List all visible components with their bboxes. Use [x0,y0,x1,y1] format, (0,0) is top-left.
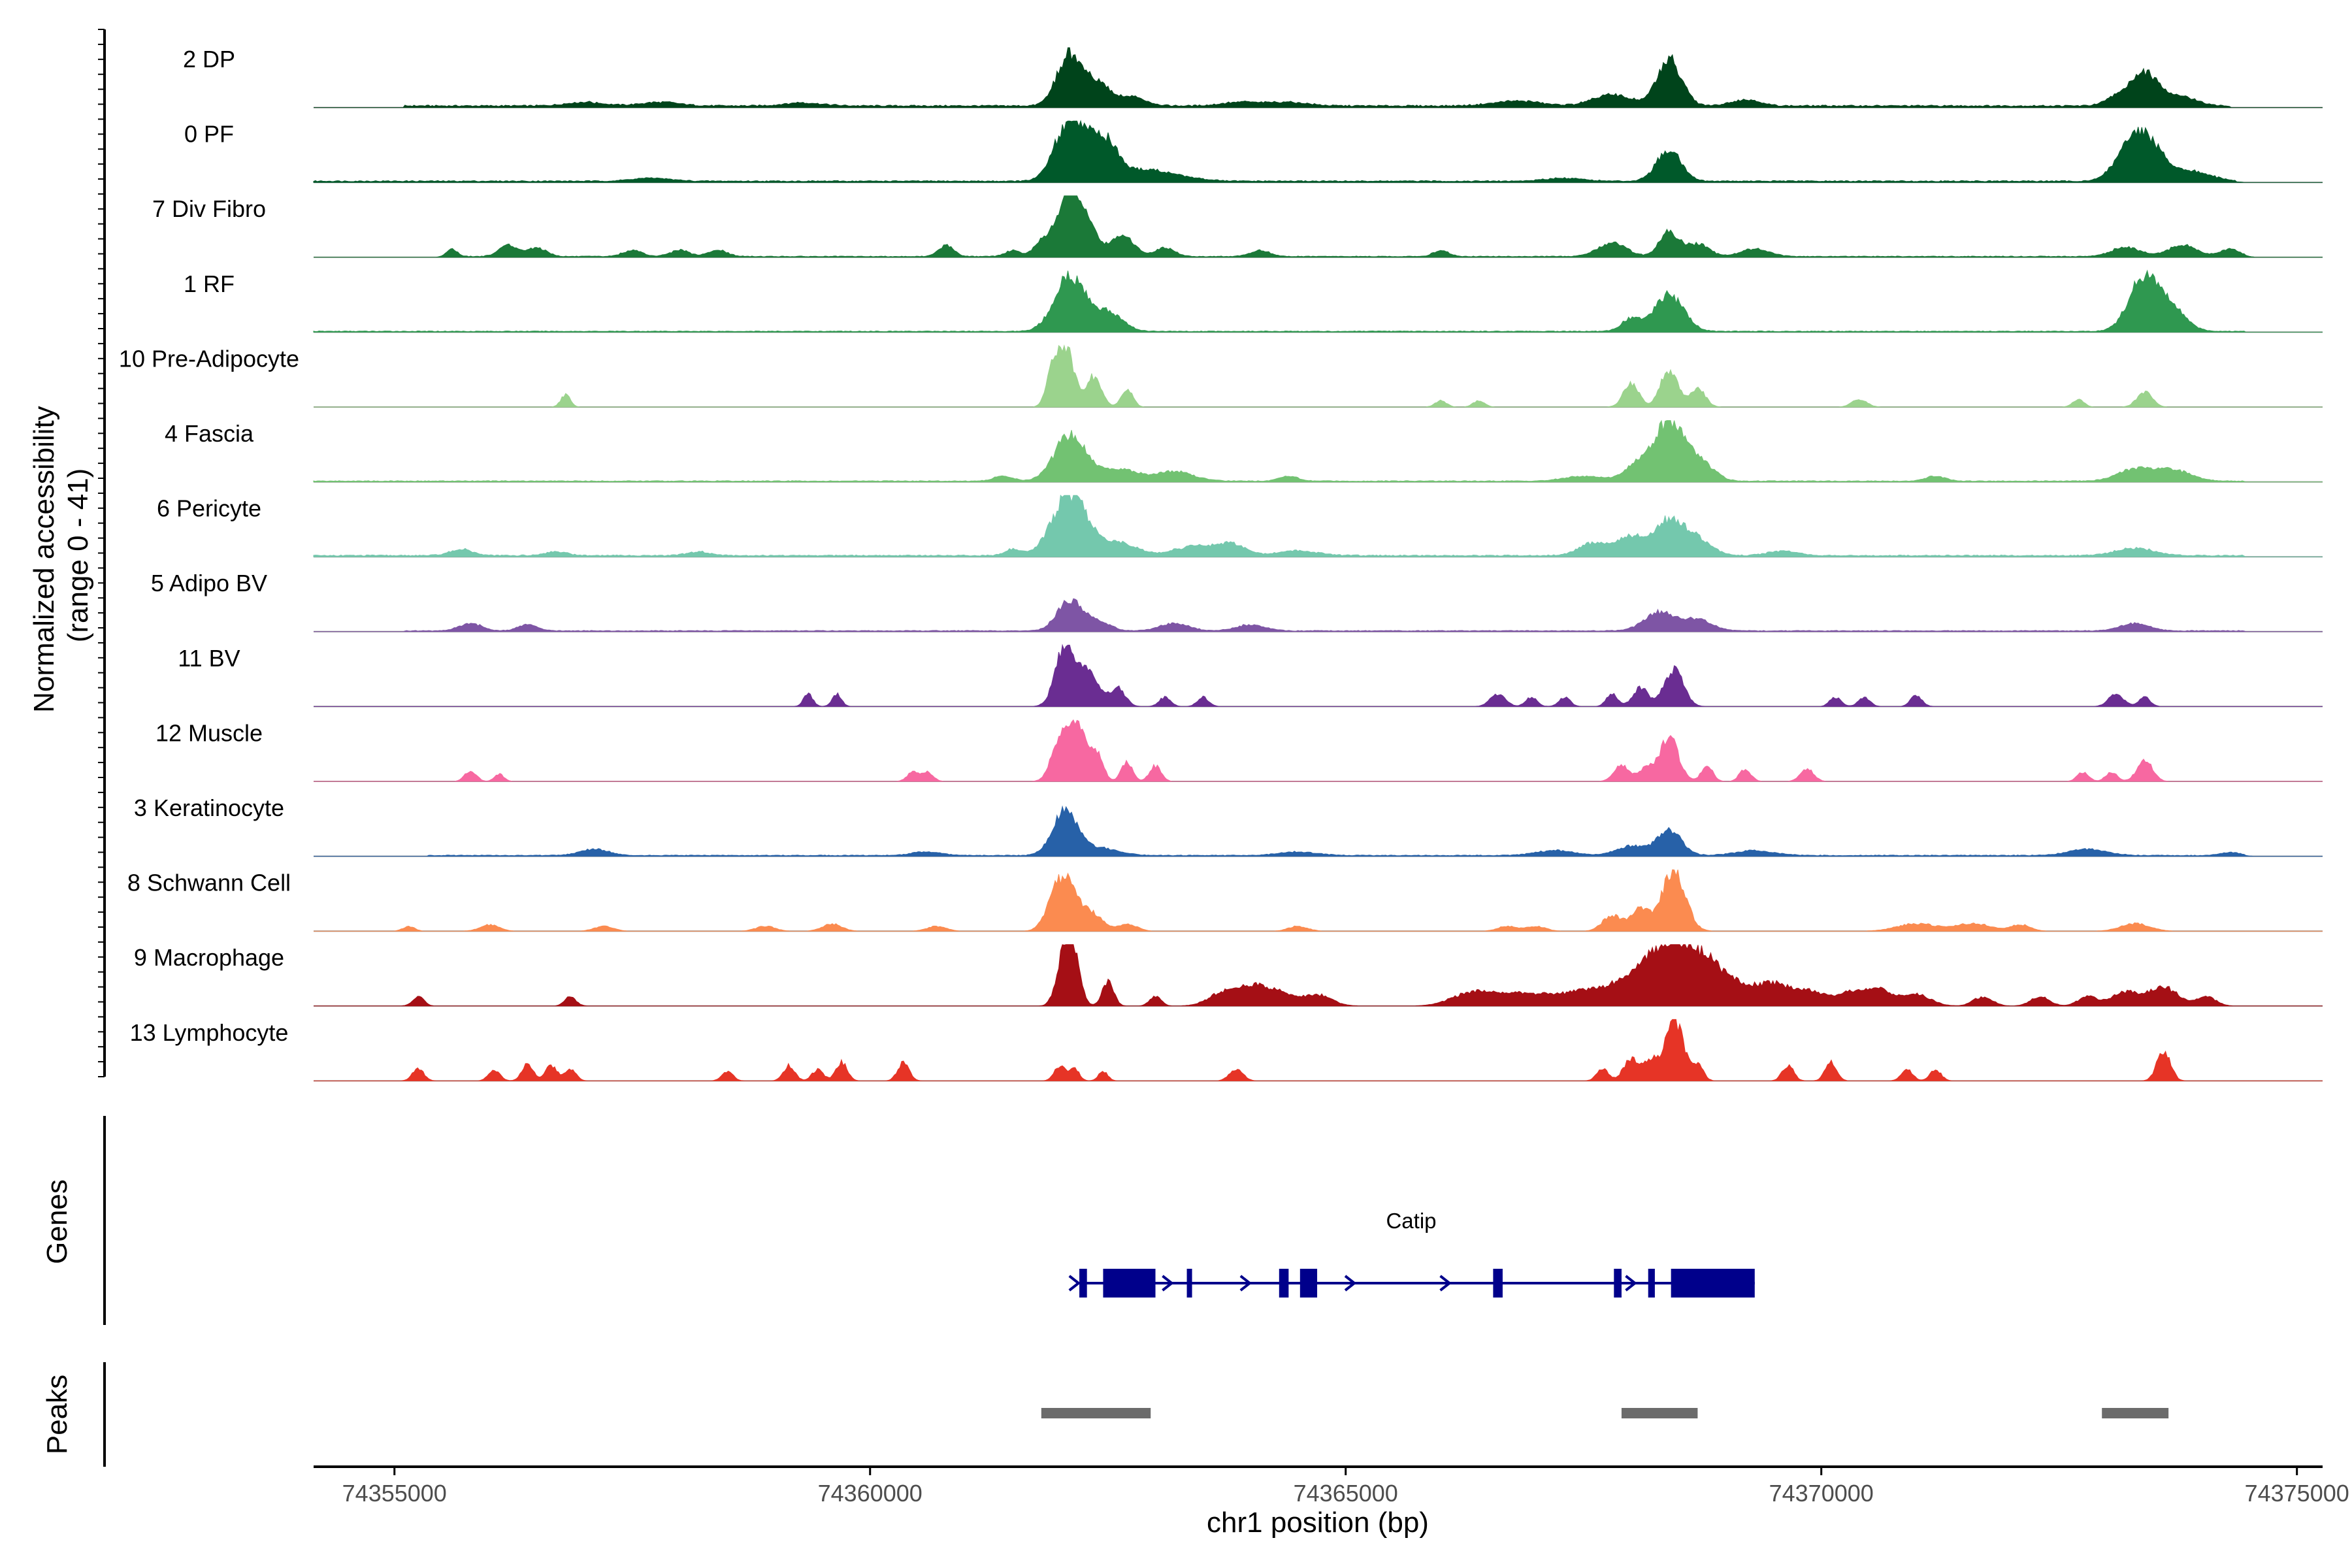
y-axis-ticks [98,29,105,1077]
gene-exon [1103,1269,1156,1298]
gene-name-label: Catip [1386,1209,1436,1233]
y-axis-title-line-2: (range 0 - 41) [62,468,94,643]
peak-region [1621,1408,1698,1418]
track-area [314,47,2323,108]
track-area [314,869,2323,932]
track-label: 4 Fascia [165,420,254,447]
track-area [314,598,2323,632]
track-area [314,1019,2323,1081]
gene-exon [1279,1269,1289,1298]
strand-arrow [1344,1275,1357,1292]
x-axis-ticks: 74355000 74360000 74365000 74370000 74375000 [342,1467,2349,1507]
x-tick-label: 74375000 [2245,1480,2349,1507]
track-label: 0 PF [184,121,234,148]
track-label: 9 Macrophage [134,944,284,971]
x-tick-label: 74360000 [818,1480,923,1507]
gene-exon [1671,1269,1755,1298]
track-area [313,120,2323,183]
track-7-div-fibro: 7 Div Fibro [152,195,2323,258]
track-label: 12 Muscle [155,719,263,746]
track-0-pf: 0 PF [184,120,2323,184]
gene-exon [1079,1269,1087,1298]
x-tick-label: 74365000 [1294,1480,1398,1507]
track-label: 2 DP [183,46,235,73]
track-6-pericyte: 6 Pericyte [157,495,2323,558]
track-4-fascia: 4 Fascia [165,419,2323,483]
track-8-schwann-cell: 8 Schwann Cell [127,870,2323,932]
track-label: 5 Adipo BV [151,570,267,596]
track-area [314,644,2323,707]
track-9-macrophage: 9 Macrophage [134,943,2323,1007]
track-3-keratinocyte: 3 Keratinocyte [134,794,2323,857]
y-axis-title-line-1: Normalized accessibility [28,406,60,712]
strand-arrow [1439,1275,1452,1292]
track-area [314,719,2323,782]
gene-exon [1186,1269,1192,1298]
track-label: 10 Pre-Adipocyte [119,345,299,372]
gene-exon [1614,1269,1622,1298]
track-area [314,195,2323,258]
track-label: 7 Div Fibro [152,195,266,222]
strand-arrow [1625,1275,1637,1292]
track-12-muscle: 12 Muscle [155,719,2323,782]
peak-regions [1041,1408,2169,1418]
track-label: 3 Keratinocyte [134,794,284,821]
strand-arrow [1068,1275,1081,1292]
x-axis-title: chr1 position (bp) [1207,1507,1429,1539]
track-5-adipo-bv: 5 Adipo BV [151,570,2323,632]
gene-exon [1648,1269,1655,1298]
peak-region [1041,1408,1151,1418]
track-label: 8 Schwann Cell [127,870,291,896]
track-2-dp: 2 DP [183,46,2323,108]
track-label: 6 Pericyte [157,495,261,522]
track-11-bv: 11 BV [178,644,2323,708]
track-area [314,805,2323,857]
x-tick-label: 74355000 [342,1480,447,1507]
gene-model-catip: Catip [1068,1209,1755,1298]
track-1-rf: 1 RF [184,269,2323,333]
track-area [314,943,2323,1007]
peaks-track-label: Peaks [41,1375,73,1454]
track-13-lymphocyte: 13 Lymphocyte [130,1019,2323,1082]
peak-region [2102,1408,2169,1418]
track-label: 1 RF [184,270,235,297]
track-label: 11 BV [178,645,240,672]
track-10-pre-adipocyte: 10 Pre-Adipocyte [119,344,2323,408]
y-axis-title: Normalized accessibility (range 0 - 41) [28,398,94,713]
genes-track-label: Genes [41,1179,73,1264]
gene-exon [1299,1269,1318,1298]
track-label: 13 Lymphocyte [130,1019,289,1046]
track-area [313,419,2323,483]
x-tick-label: 74370000 [1769,1480,1874,1507]
track-area [313,269,2323,333]
track-area [313,495,2323,557]
accessibility-tracks: 2 DP 0 PF 7 Div Fibro 1 RF 10 Pre-Adipocyte 4… [119,46,2323,1082]
gene-exon [1493,1269,1503,1298]
track-area [314,344,2323,408]
strand-arrow [1239,1275,1252,1292]
strand-arrow [1162,1275,1174,1292]
